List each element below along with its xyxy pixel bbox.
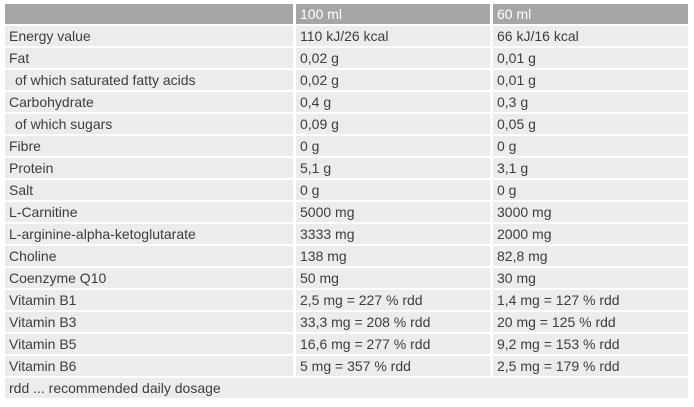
footnote-text: rdd ... recommended daily dosage: [5, 378, 688, 398]
row-label: Energy value: [5, 26, 293, 46]
row-label: Vitamin B6: [5, 356, 293, 376]
table-row: Salt 0 g 0 g: [5, 180, 688, 200]
row-label: L-Carnitine: [5, 202, 293, 222]
row-label: Vitamin B3: [5, 312, 293, 332]
value-100ml: 16,6 mg = 277 % rdd: [296, 334, 490, 354]
table-row: Vitamin B6 5 mg = 357 % rdd 2,5 mg = 179…: [5, 356, 688, 376]
value-100ml: 0,02 g: [296, 48, 490, 68]
value-100ml: 3333 mg: [296, 224, 490, 244]
row-label: Vitamin B5: [5, 334, 293, 354]
value-100ml: 2,5 mg = 227 % rdd: [296, 290, 490, 310]
value-60ml: 66 kJ/16 kcal: [493, 26, 688, 46]
value-100ml: 33,3 mg = 208 % rdd: [296, 312, 490, 332]
value-100ml: 0,02 g: [296, 70, 490, 90]
value-60ml: 0,3 g: [493, 92, 688, 112]
value-100ml: 50 mg: [296, 268, 490, 288]
value-60ml: 3000 mg: [493, 202, 688, 222]
value-60ml: 20 mg = 125 % rdd: [493, 312, 688, 332]
table-row: Vitamin B1 2,5 mg = 227 % rdd 1,4 mg = 1…: [5, 290, 688, 310]
value-100ml: 0 g: [296, 136, 490, 156]
table-row: Carbohydrate 0,4 g 0,3 g: [5, 92, 688, 112]
row-label: Coenzyme Q10: [5, 268, 293, 288]
value-60ml: 1,4 mg = 127 % rdd: [493, 290, 688, 310]
value-100ml: 5,1 g: [296, 158, 490, 178]
row-label: Salt: [5, 180, 293, 200]
row-label: of which sugars: [5, 114, 293, 134]
column-header-60ml: 60 ml: [493, 4, 688, 24]
row-label: Fibre: [5, 136, 293, 156]
row-label: Fat: [5, 48, 293, 68]
row-label: L-arginine-alpha-ketoglutarate: [5, 224, 293, 244]
table-row: of which saturated fatty acids 0,02 g 0,…: [5, 70, 688, 90]
value-100ml: 5 mg = 357 % rdd: [296, 356, 490, 376]
table-row: Vitamin B3 33,3 mg = 208 % rdd 20 mg = 1…: [5, 312, 688, 332]
value-60ml: 0,05 g: [493, 114, 688, 134]
value-60ml: 2,5 mg = 179 % rdd: [493, 356, 688, 376]
value-60ml: 30 mg: [493, 268, 688, 288]
value-100ml: 138 mg: [296, 246, 490, 266]
table-row: Coenzyme Q10 50 mg 30 mg: [5, 268, 688, 288]
table-row: Fat 0,02 g 0,01 g: [5, 48, 688, 68]
table-row: Fibre 0 g 0 g: [5, 136, 688, 156]
nutrition-table: 100 ml 60 ml Energy value 110 kJ/26 kcal…: [2, 2, 691, 400]
value-60ml: 9,2 mg = 153 % rdd: [493, 334, 688, 354]
table-row: of which sugars 0,09 g 0,05 g: [5, 114, 688, 134]
row-label: of which saturated fatty acids: [5, 70, 293, 90]
value-60ml: 0 g: [493, 180, 688, 200]
table-row: Energy value 110 kJ/26 kcal 66 kJ/16 kca…: [5, 26, 688, 46]
value-100ml: 110 kJ/26 kcal: [296, 26, 490, 46]
row-label: Choline: [5, 246, 293, 266]
table-row: Choline 138 mg 82,8 mg: [5, 246, 688, 266]
value-60ml: 0,01 g: [493, 70, 688, 90]
value-100ml: 0,09 g: [296, 114, 490, 134]
row-label: Carbohydrate: [5, 92, 293, 112]
value-60ml: 2000 mg: [493, 224, 688, 244]
footnote-row: rdd ... recommended daily dosage: [5, 378, 688, 398]
table-row: L-arginine-alpha-ketoglutarate 3333 mg 2…: [5, 224, 688, 244]
column-header-blank: [5, 4, 293, 24]
value-100ml: 0 g: [296, 180, 490, 200]
value-100ml: 5000 mg: [296, 202, 490, 222]
row-label: Protein: [5, 158, 293, 178]
value-60ml: 0 g: [493, 136, 688, 156]
table-row: Protein 5,1 g 3,1 g: [5, 158, 688, 178]
value-60ml: 3,1 g: [493, 158, 688, 178]
table-row: Vitamin B5 16,6 mg = 277 % rdd 9,2 mg = …: [5, 334, 688, 354]
column-header-100ml: 100 ml: [296, 4, 490, 24]
value-60ml: 82,8 mg: [493, 246, 688, 266]
table-row: L-Carnitine 5000 mg 3000 mg: [5, 202, 688, 222]
table-header-row: 100 ml 60 ml: [5, 4, 688, 24]
value-100ml: 0,4 g: [296, 92, 490, 112]
row-label: Vitamin B1: [5, 290, 293, 310]
value-60ml: 0,01 g: [493, 48, 688, 68]
